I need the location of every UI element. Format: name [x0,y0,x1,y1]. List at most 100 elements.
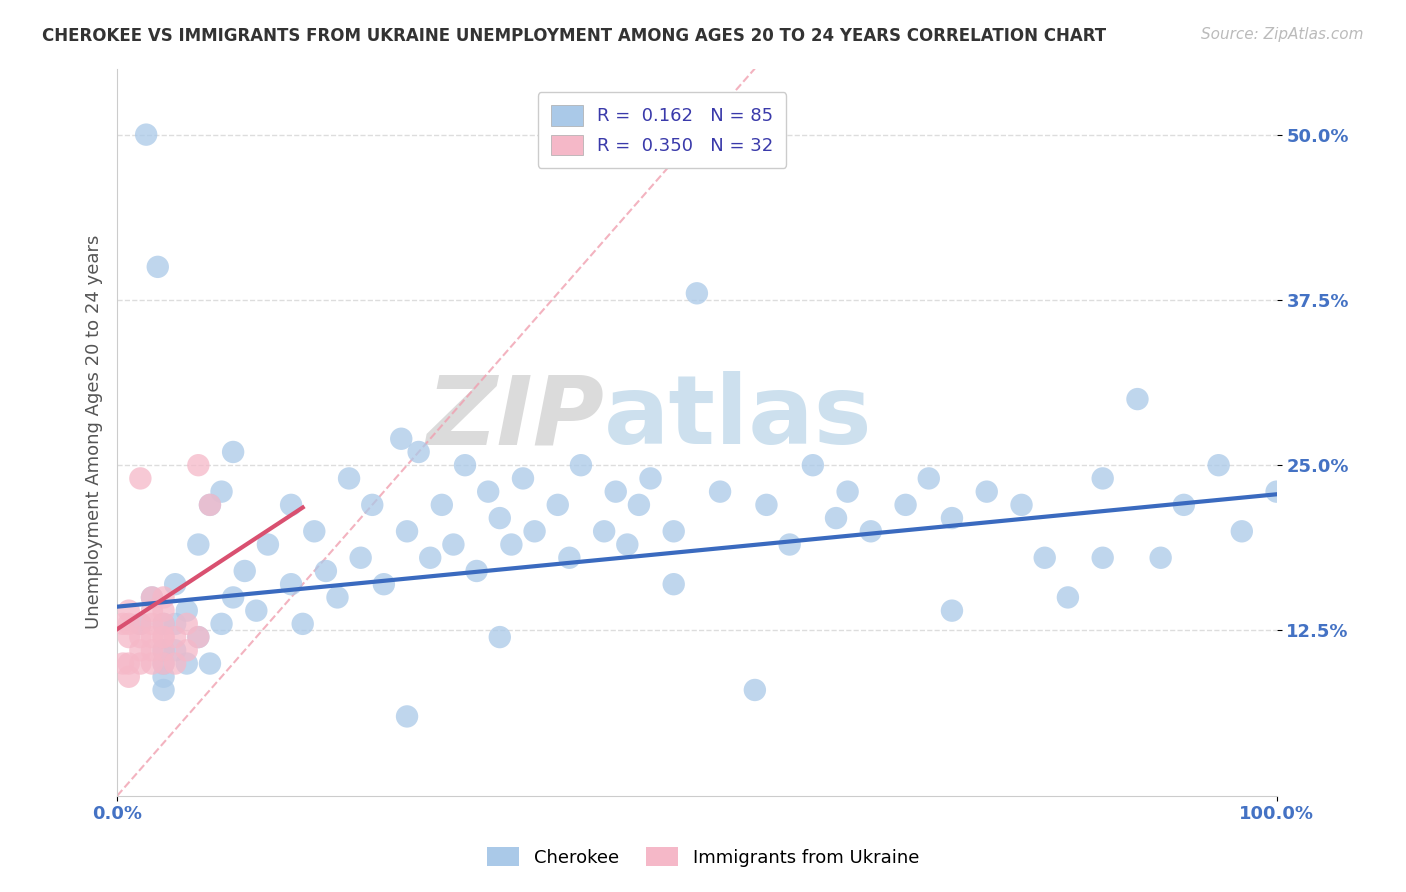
Point [488,630,510,644]
Point [141,630,163,644]
Point [129,643,152,657]
Point [501,537,523,551]
Point [396,709,419,723]
Legend: Cherokee, Immigrants from Ukraine: Cherokee, Immigrants from Ukraine [479,840,927,874]
Point [198,498,221,512]
Point [245,604,267,618]
Point [291,616,314,631]
Point [129,630,152,644]
Point [222,445,245,459]
Point [280,577,302,591]
Point [176,657,198,671]
Text: ZIP: ZIP [426,371,605,464]
Point [152,604,174,618]
Point [1265,484,1288,499]
Point [141,604,163,618]
Point [118,630,141,644]
Point [627,498,650,512]
Point [825,511,848,525]
Point [1057,591,1080,605]
Point [165,657,187,671]
Text: CHEROKEE VS IMMIGRANTS FROM UKRAINE UNEMPLOYMENT AMONG AGES 20 TO 24 YEARS CORRE: CHEROKEE VS IMMIGRANTS FROM UKRAINE UNEM… [42,27,1107,45]
Point [1126,392,1149,406]
Point [488,511,510,525]
Point [111,657,134,671]
Point [744,683,766,698]
Point [141,591,163,605]
Point [1173,498,1195,512]
Point [547,498,569,512]
Point [616,537,638,551]
Point [512,471,534,485]
Point [129,471,152,485]
Point [523,524,546,539]
Point [779,537,801,551]
Point [129,657,152,671]
Point [408,445,430,459]
Point [918,471,941,485]
Point [165,630,187,644]
Point [373,577,395,591]
Point [176,604,198,618]
Text: atlas: atlas [605,371,873,464]
Legend: R =  0.162   N = 85, R =  0.350   N = 32: R = 0.162 N = 85, R = 0.350 N = 32 [538,92,786,168]
Point [152,670,174,684]
Point [837,484,859,499]
Point [187,630,209,644]
Point [118,604,141,618]
Point [477,484,499,499]
Point [558,550,581,565]
Point [118,670,141,684]
Point [152,616,174,631]
Point [141,657,163,671]
Point [454,458,477,473]
Point [801,458,824,473]
Point [350,550,373,565]
Point [187,458,209,473]
Point [118,616,141,631]
Point [465,564,488,578]
Point [1208,458,1230,473]
Point [1033,550,1056,565]
Point [165,643,187,657]
Point [361,498,384,512]
Point [315,564,337,578]
Point [129,616,152,631]
Point [176,616,198,631]
Point [233,564,256,578]
Point [118,657,141,671]
Point [662,577,685,591]
Point [326,591,349,605]
Point [152,591,174,605]
Point [152,683,174,698]
Point [686,286,709,301]
Point [430,498,453,512]
Point [152,630,174,644]
Point [304,524,326,539]
Point [441,537,464,551]
Point [152,657,174,671]
Point [146,260,169,274]
Point [152,630,174,644]
Point [1230,524,1253,539]
Point [222,591,245,605]
Point [187,630,209,644]
Point [396,524,419,539]
Point [569,458,592,473]
Point [211,616,233,631]
Point [198,498,221,512]
Y-axis label: Unemployment Among Ages 20 to 24 years: Unemployment Among Ages 20 to 24 years [86,235,103,630]
Point [152,657,174,671]
Point [135,128,157,142]
Text: Source: ZipAtlas.com: Source: ZipAtlas.com [1201,27,1364,42]
Point [1091,550,1114,565]
Point [662,524,685,539]
Point [1091,471,1114,485]
Point [593,524,616,539]
Point [141,616,163,631]
Point [111,616,134,631]
Point [280,498,302,512]
Point [1011,498,1033,512]
Point [165,577,187,591]
Point [152,643,174,657]
